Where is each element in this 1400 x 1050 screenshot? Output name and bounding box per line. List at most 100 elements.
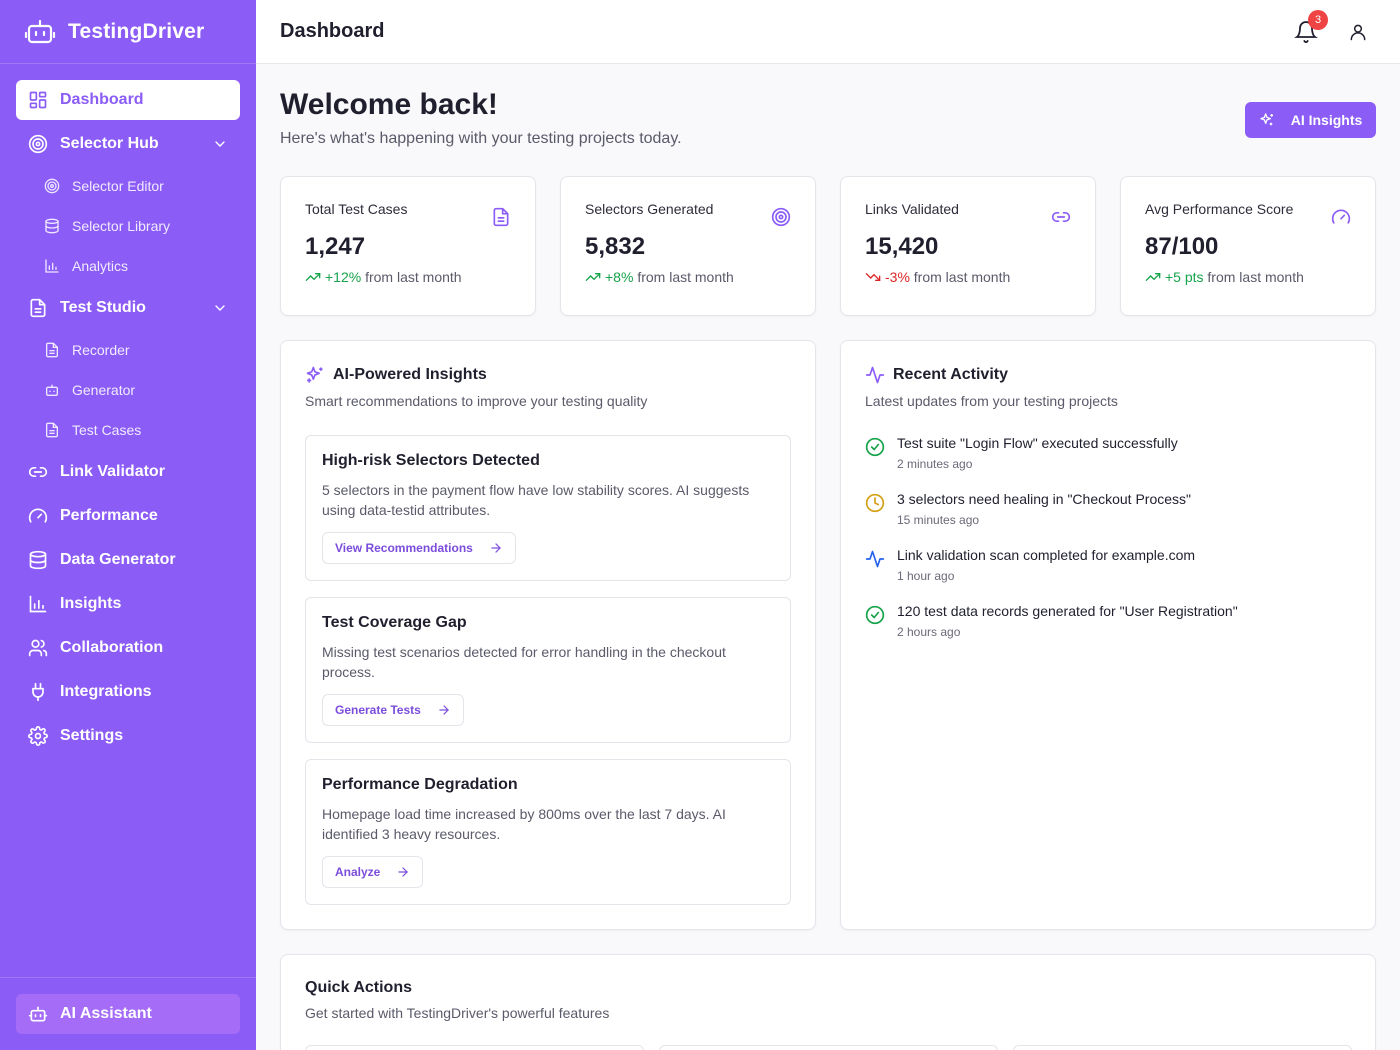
panel-title: Quick Actions (305, 979, 412, 996)
welcome-title: Welcome back! (280, 88, 498, 121)
sparkles-icon (305, 365, 325, 385)
database-icon (44, 218, 60, 234)
activity-item: 120 test data records generated for "Use… (865, 603, 1238, 639)
insight-title: High-risk Selectors Detected (322, 452, 540, 469)
sidebar-item-data-generator[interactable]: Data Generator (16, 540, 240, 580)
bot-logo-icon (24, 16, 56, 48)
bell-icon[interactable] (1294, 20, 1318, 44)
activity-time: 2 hours ago (897, 625, 961, 639)
chevron-down-icon[interactable] (212, 300, 228, 316)
sidebar-subitem-recorder[interactable]: Recorder (16, 332, 240, 368)
trending-up-icon (585, 269, 601, 285)
sidebar-item-selector-hub[interactable]: Selector Hub (16, 124, 240, 164)
analyze-button[interactable]: Analyze (322, 856, 424, 888)
recent-activity-panel: Recent Activity Latest updates from your… (840, 340, 1376, 930)
stat-change-value: +8% (605, 269, 634, 285)
sidebar-item-integrations[interactable]: Integrations (16, 672, 240, 712)
check-circle-icon (865, 437, 885, 457)
chevron-down-icon[interactable] (212, 136, 228, 152)
trending-up-icon (305, 269, 321, 285)
sidebar-subitem-label: Test Cases (72, 422, 142, 438)
activity-time: 1 hour ago (897, 569, 955, 583)
panel-subtitle: Latest updates from your testing project… (865, 393, 1118, 409)
stat-change: +12% from last month (305, 269, 511, 285)
sidebar-item-insights[interactable]: Insights (16, 584, 240, 624)
sidebar-subitem-selector-library[interactable]: Selector Library (16, 208, 240, 244)
app-name: TestingDriver (68, 19, 205, 43)
sidebar-item-label: Test Studio (60, 299, 146, 316)
sidebar-item-performance[interactable]: Performance (16, 496, 240, 536)
sidebar-item-label: Dashboard (60, 91, 144, 108)
activity-text: Test suite "Login Flow" executed success… (897, 435, 1178, 451)
button-label: Analyze (335, 865, 381, 879)
arrow-right-icon (396, 865, 410, 879)
sidebar-item-label: Link Validator (60, 463, 165, 480)
insight-description: 5 selectors in the payment flow have low… (322, 482, 750, 518)
file-text-icon (44, 422, 60, 438)
database-icon (28, 550, 48, 570)
file-text-icon (491, 207, 511, 227)
sidebar-item-collaboration[interactable]: Collaboration (16, 628, 240, 668)
stat-value: 1,247 (305, 233, 366, 260)
target-icon (771, 207, 791, 227)
activity-text: 120 test data records generated for "Use… (897, 603, 1238, 619)
stat-change-value: -3% (885, 269, 910, 285)
insight-title: Test Coverage Gap (322, 614, 467, 631)
sidebar-item-test-studio[interactable]: Test Studio (16, 288, 240, 328)
quick-action-tile[interactable] (659, 1045, 998, 1050)
ai-assistant-button[interactable]: AI Assistant (16, 994, 240, 1034)
quick-action-tile[interactable] (305, 1045, 644, 1050)
quick-action-tile[interactable] (1013, 1045, 1352, 1050)
sidebar-subitem-selector-editor[interactable]: Selector Editor (16, 168, 240, 204)
notification-badge: 3 (1308, 10, 1328, 30)
user-icon[interactable] (1348, 22, 1368, 42)
sidebar-subitem-generator[interactable]: Generator (16, 372, 240, 408)
target-icon (44, 178, 60, 194)
welcome-subtitle: Here's what's happening with your testin… (280, 130, 682, 147)
sidebar-item-settings[interactable]: Settings (16, 716, 240, 756)
sidebar-subitem-label: Selector Library (72, 218, 171, 234)
ai-insights-label: AI Insights (1290, 112, 1363, 128)
bar-chart-icon (44, 258, 60, 274)
stat-change: +8% from last month (585, 269, 791, 285)
page-title: Dashboard (280, 20, 385, 42)
bot-icon (44, 382, 60, 398)
activity-time: 15 minutes ago (897, 513, 980, 527)
sidebar-item-label: Insights (60, 595, 122, 612)
sparkles-icon (1259, 112, 1275, 128)
insight-title: Performance Degradation (322, 776, 518, 793)
users-icon (28, 638, 48, 658)
brand[interactable]: TestingDriver (0, 0, 256, 64)
arrow-right-icon (489, 541, 503, 555)
view-recommendations-button[interactable]: View Recommendations (322, 532, 516, 564)
activity-item: Link validation scan completed for examp… (865, 547, 1195, 583)
activity-text: 3 selectors need healing in "Checkout Pr… (897, 491, 1191, 507)
stat-card-selectors-generated: Selectors Generated 5,832 +8% from last … (560, 176, 816, 316)
sidebar-item-link-validator[interactable]: Link Validator (16, 452, 240, 492)
sidebar-subitem-label: Analytics (72, 258, 129, 274)
stat-label: Total Test Cases (305, 201, 408, 217)
panel-title-text: AI-Powered Insights (333, 366, 487, 383)
activity-item: 3 selectors need healing in "Checkout Pr… (865, 491, 1191, 527)
sidebar-subitem-analytics[interactable]: Analytics (16, 248, 240, 284)
bar-chart-icon (28, 594, 48, 614)
sidebar-subitem-label: Generator (72, 382, 136, 398)
stat-value: 15,420 (865, 233, 939, 260)
stat-card-avg-performance: Avg Performance Score 87/100 +5 pts from… (1120, 176, 1376, 316)
stat-label: Links Validated (865, 201, 959, 217)
activity-icon (865, 549, 885, 569)
stat-value: 87/100 (1145, 233, 1219, 260)
sidebar-item-label: Collaboration (60, 639, 164, 656)
ai-insights-button[interactable]: AI Insights (1245, 102, 1376, 138)
stat-change-suffix: from last month (637, 269, 734, 285)
sidebar-subitem-label: Selector Editor (72, 178, 164, 194)
generate-tests-button[interactable]: Generate Tests (322, 694, 464, 726)
panel-title: Recent Activity (865, 365, 1351, 385)
insight-card: Performance Degradation Homepage load ti… (305, 759, 791, 905)
clock-icon (865, 493, 885, 513)
arrow-right-icon (437, 703, 451, 717)
sidebar-item-dashboard[interactable]: Dashboard (16, 80, 240, 120)
insight-card: High-risk Selectors Detected 5 selectors… (305, 435, 791, 581)
sidebar-subitem-test-cases[interactable]: Test Cases (16, 412, 240, 448)
button-label: Generate Tests (335, 703, 421, 717)
